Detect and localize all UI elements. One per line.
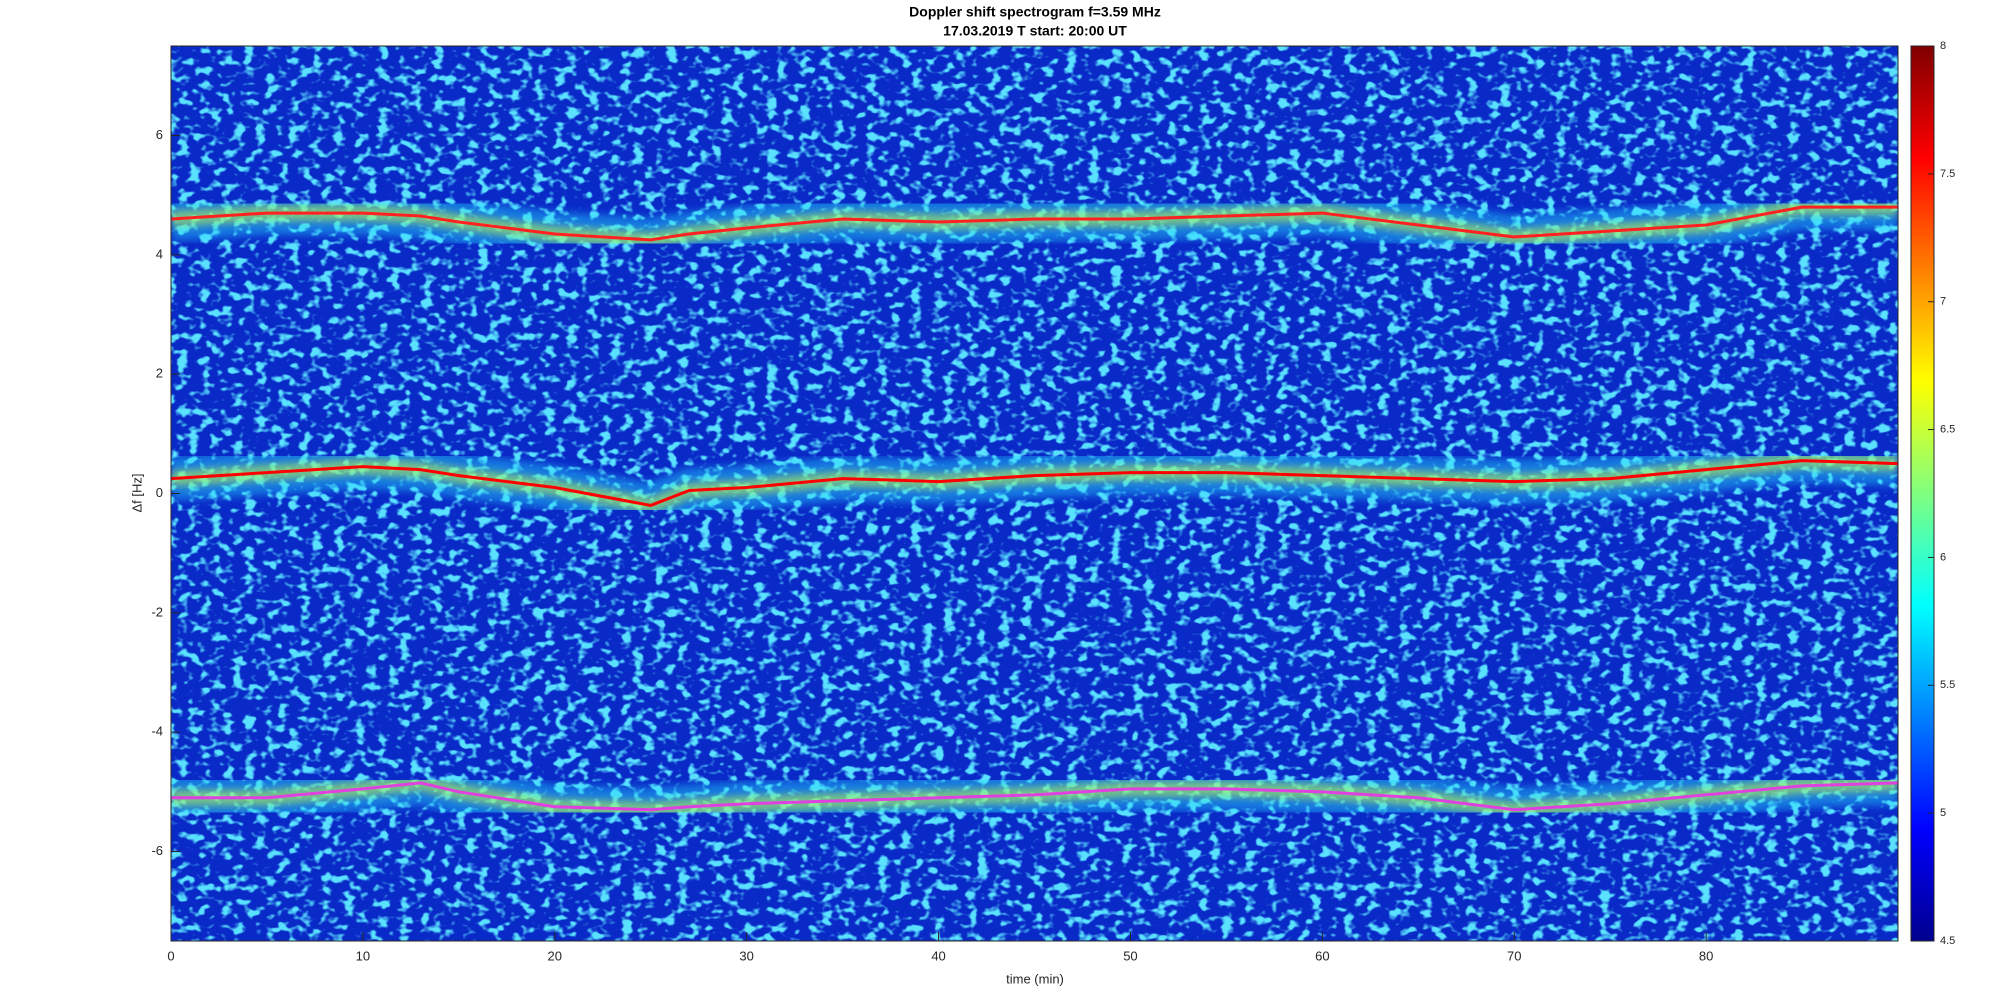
x-tick-label: 0: [167, 948, 174, 963]
x-tick-label: 70: [1507, 948, 1521, 963]
x-tick-label: 50: [1123, 948, 1137, 963]
trace: [171, 205, 1898, 242]
x-tick-label: 80: [1699, 948, 1713, 963]
colorbar-tick-label: 8: [1940, 40, 1946, 52]
y-tick-label: 4: [156, 246, 163, 261]
y-tick-label: -6: [151, 843, 163, 858]
trace: [171, 459, 1898, 507]
colorbar-tick-label: 7: [1940, 296, 1946, 308]
y-tick-label: 0: [156, 485, 163, 500]
colorbar-tick-label: 5.5: [1940, 679, 1955, 691]
x-tick-label: 30: [739, 948, 753, 963]
colorbar-tick-label: 6.5: [1940, 423, 1955, 435]
y-tick-label: -4: [151, 724, 163, 739]
x-tick-label: 40: [931, 948, 945, 963]
trace: [171, 781, 1898, 812]
colorbar-tick-label: 5: [1940, 807, 1946, 819]
chart-title: Doppler shift spectrogram f=3.59 MHz: [909, 4, 1161, 20]
colorbar-tick-label: 6: [1940, 551, 1946, 563]
y-tick-label: -2: [151, 604, 163, 619]
y-axis-label: Δf [Hz]: [129, 473, 144, 512]
x-tick-label: 60: [1315, 948, 1329, 963]
colorbar: [1910, 45, 1935, 942]
colorbar-tick-label: 7.5: [1940, 168, 1955, 180]
chart-subtitle: 17.03.2019 T start: 20:00 UT: [943, 23, 1127, 39]
y-tick-label: 6: [156, 127, 163, 142]
plot-area: [171, 46, 1898, 941]
y-tick-label: 2: [156, 366, 163, 381]
colorbar-tick-label: 4.5: [1940, 935, 1955, 947]
x-tick-label: 10: [356, 948, 370, 963]
x-axis-label: time (min): [1006, 971, 1064, 986]
x-tick-label: 20: [548, 948, 562, 963]
